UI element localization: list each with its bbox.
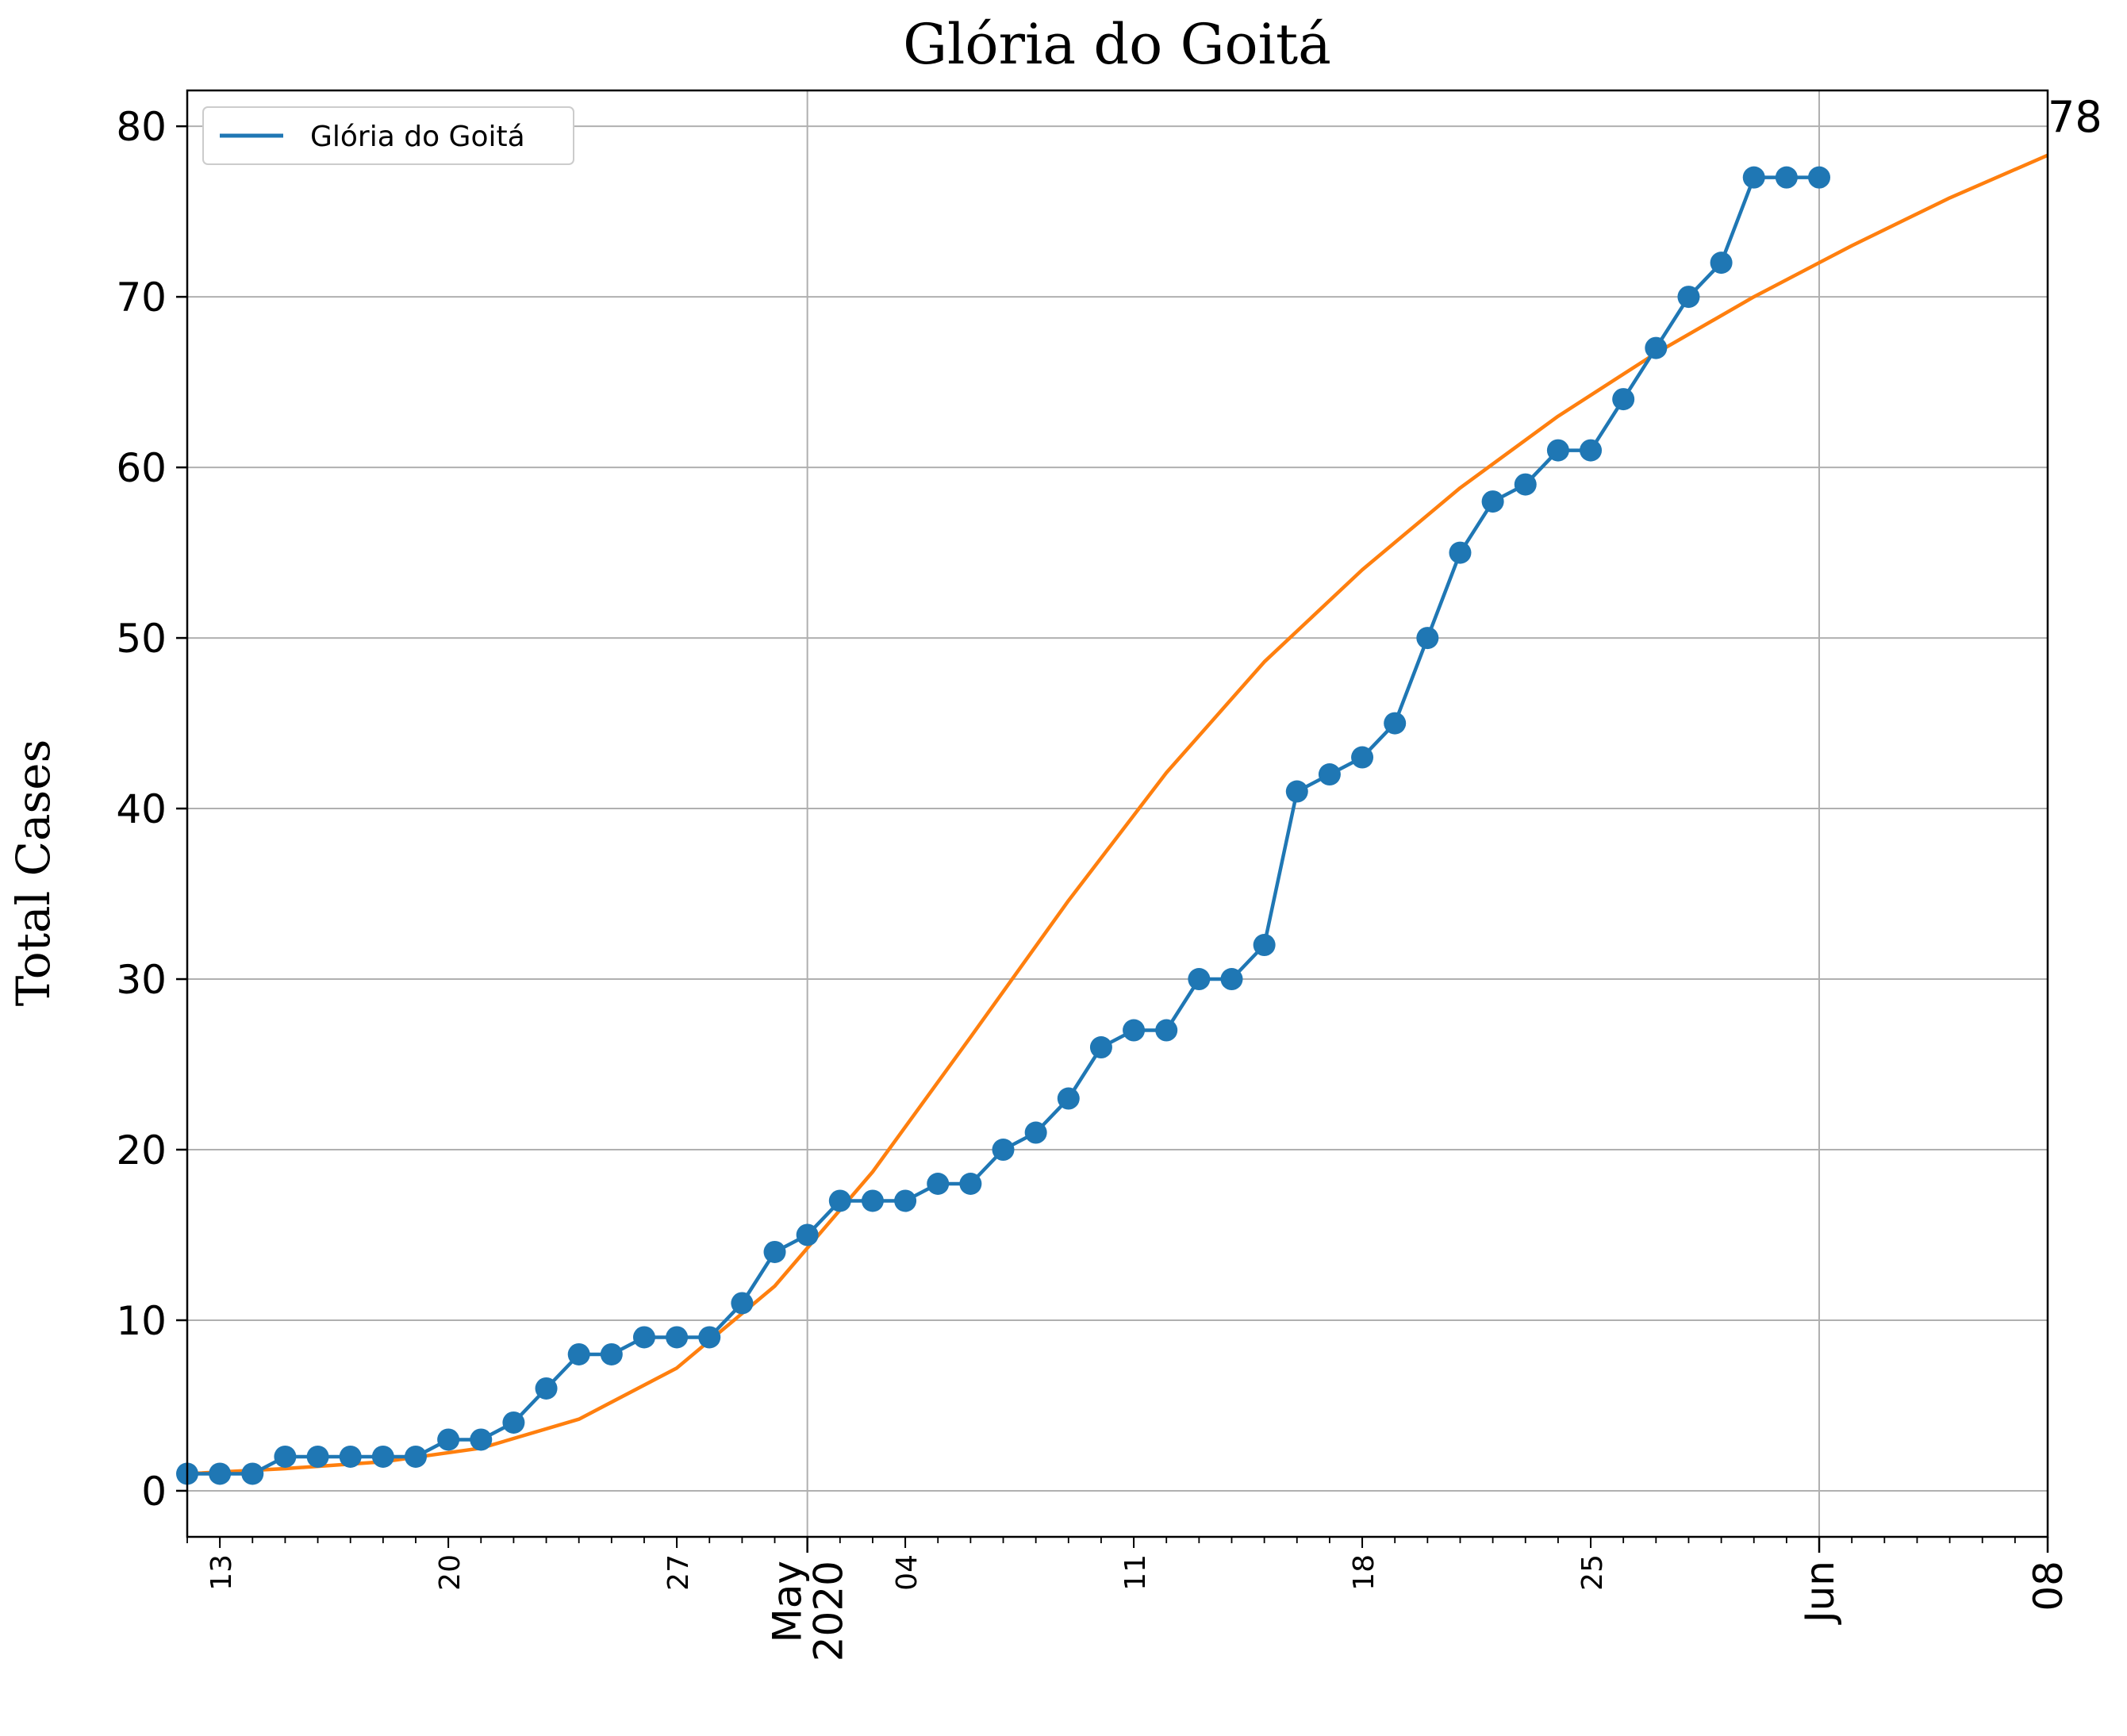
data-point <box>1514 473 1537 496</box>
data-point <box>600 1342 623 1365</box>
data-point <box>992 1139 1015 1162</box>
data-point <box>1677 286 1700 309</box>
data-point <box>1449 541 1472 564</box>
x-minor-tick-label: 04 <box>891 1554 923 1591</box>
data-point <box>209 1462 232 1485</box>
data-point <box>470 1428 493 1451</box>
data-point <box>861 1189 884 1212</box>
x-major-tick-label: 08 <box>2025 1561 2071 1611</box>
data-point <box>437 1428 460 1451</box>
data-point <box>1775 166 1798 189</box>
y-tick-label: 60 <box>116 445 167 491</box>
end-value-annotation: 78 <box>2048 92 2102 142</box>
data-point <box>535 1377 558 1400</box>
data-point <box>1351 746 1374 769</box>
data-point <box>927 1172 950 1195</box>
data-point <box>796 1223 819 1246</box>
legend: Glória do Goitá <box>202 106 574 165</box>
data-point <box>959 1172 982 1195</box>
data-point <box>502 1411 525 1434</box>
data-point <box>763 1240 786 1263</box>
data-point <box>1285 780 1308 803</box>
x-minor-tick-label: 13 <box>205 1554 238 1591</box>
y-tick-label: 10 <box>116 1298 167 1344</box>
data-point <box>1089 1036 1112 1059</box>
legend-label: Glória do Goitá <box>310 121 525 153</box>
y-tick-label: 70 <box>116 275 167 321</box>
data-point <box>1808 166 1831 189</box>
y-tick-label: 0 <box>141 1469 167 1515</box>
data-point <box>1155 1019 1178 1042</box>
data-point <box>731 1292 754 1315</box>
data-point <box>1481 490 1504 513</box>
data-point <box>241 1462 264 1485</box>
data-point <box>1188 968 1211 991</box>
observed-series-layer <box>176 166 1831 1485</box>
data-point <box>371 1445 394 1468</box>
data-point <box>632 1326 655 1349</box>
y-tick-label: 50 <box>116 616 167 662</box>
data-point <box>1645 336 1668 359</box>
data-point <box>1220 968 1243 991</box>
data-point <box>1318 763 1341 786</box>
data-point <box>306 1445 329 1468</box>
y-tick-label: 80 <box>116 104 167 150</box>
data-point <box>1580 439 1603 462</box>
data-point <box>1384 712 1407 735</box>
x-minor-tick-label: 20 <box>434 1554 466 1591</box>
data-point <box>1612 388 1635 411</box>
fit-series-layer <box>186 153 2048 1476</box>
x-minor-tick-label: 18 <box>1348 1554 1380 1591</box>
data-point <box>274 1445 297 1468</box>
data-point <box>1710 252 1733 275</box>
data-point <box>698 1326 721 1349</box>
x-minor-tick-label: 11 <box>1119 1554 1152 1591</box>
y-axis-label: Total Cases <box>6 739 60 1007</box>
data-point <box>339 1445 362 1468</box>
x-minor-tick-label: 25 <box>1576 1554 1609 1591</box>
y-tick-label: 40 <box>116 786 167 832</box>
data-point <box>1057 1087 1080 1110</box>
y-tick-label: 30 <box>116 957 167 1003</box>
data-point <box>1253 934 1276 957</box>
x-major-tick-label: Jun <box>1797 1561 1843 1625</box>
data-point <box>666 1326 689 1349</box>
data-point <box>1024 1121 1047 1144</box>
x-minor-tick-label: 27 <box>662 1554 695 1591</box>
data-point <box>1546 439 1569 462</box>
data-point <box>1742 166 1765 189</box>
data-point <box>894 1189 917 1212</box>
x-major-tick-label: 2020 <box>806 1561 852 1661</box>
x-major-tick-label: May <box>765 1561 811 1642</box>
plot-frame <box>186 89 2049 1538</box>
y-tick-label: 20 <box>116 1127 167 1173</box>
chart-title: Glória do Goitá <box>903 12 1331 77</box>
data-point <box>404 1445 427 1468</box>
data-point <box>567 1342 590 1365</box>
fit-curve <box>186 153 2048 1476</box>
data-point <box>1416 627 1439 650</box>
legend-box <box>202 106 574 165</box>
data-point <box>828 1189 851 1212</box>
data-point <box>1123 1019 1146 1042</box>
